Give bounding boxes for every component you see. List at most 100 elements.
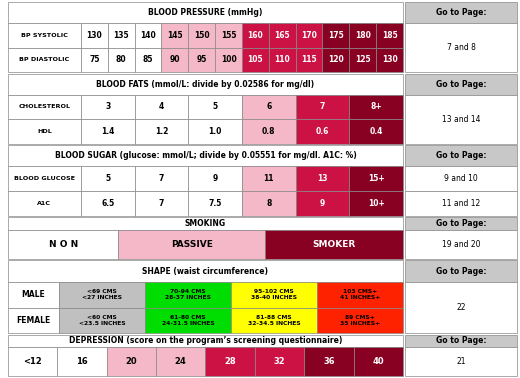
Bar <box>354 347 403 376</box>
Text: 103 CMS+
41 INCHES+: 103 CMS+ 41 INCHES+ <box>340 290 380 300</box>
Bar <box>322 23 349 48</box>
Bar <box>8 217 403 229</box>
Bar <box>145 282 231 308</box>
Text: 11 and 12: 11 and 12 <box>442 199 480 208</box>
Text: 1.4: 1.4 <box>101 127 114 136</box>
Bar <box>81 166 135 191</box>
Text: 0.6: 0.6 <box>316 127 329 136</box>
Bar <box>405 166 517 191</box>
Bar <box>135 94 188 119</box>
Bar <box>8 145 403 166</box>
Text: 9 and 10: 9 and 10 <box>444 174 478 183</box>
Bar <box>135 23 161 48</box>
Bar <box>405 191 517 215</box>
Bar <box>376 48 403 72</box>
Text: BP DIASTOLIC: BP DIASTOLIC <box>19 57 70 62</box>
Bar <box>269 48 296 72</box>
Bar <box>405 94 517 144</box>
Bar <box>161 23 188 48</box>
Text: 24: 24 <box>175 357 187 366</box>
Bar <box>242 23 269 48</box>
Bar <box>296 48 322 72</box>
Text: 75: 75 <box>89 55 100 64</box>
Text: 15+: 15+ <box>368 174 384 183</box>
Bar <box>405 217 517 229</box>
Text: SHAPE (waist circumference): SHAPE (waist circumference) <box>142 266 268 276</box>
Text: 85: 85 <box>143 55 153 64</box>
Bar <box>317 308 403 333</box>
Text: 11: 11 <box>264 174 274 183</box>
Bar <box>135 191 188 215</box>
Text: 130: 130 <box>86 31 102 40</box>
Text: BLOOD FATS (mmol/L: divide by 0.02586 for mg/dl): BLOOD FATS (mmol/L: divide by 0.02586 fo… <box>96 80 315 89</box>
Text: 89 CMS+
35 INCHES+: 89 CMS+ 35 INCHES+ <box>340 315 380 326</box>
Bar <box>231 308 317 333</box>
Text: 7: 7 <box>320 102 325 112</box>
Text: DEPRESSION (score on the program’s screening questionnaire): DEPRESSION (score on the program’s scree… <box>69 336 342 345</box>
Text: 100: 100 <box>220 55 237 64</box>
Text: 13 and 14: 13 and 14 <box>441 115 480 124</box>
Text: 80: 80 <box>116 55 126 64</box>
Bar <box>349 94 403 119</box>
Text: Go to Page:: Go to Page: <box>436 80 486 89</box>
Bar <box>81 191 135 215</box>
Text: Go to Page:: Go to Page: <box>436 151 486 160</box>
Bar <box>8 282 59 308</box>
Bar <box>405 282 517 333</box>
Text: 28: 28 <box>224 357 236 366</box>
Text: 105: 105 <box>248 55 263 64</box>
Text: 9: 9 <box>320 199 325 208</box>
Text: 90: 90 <box>170 55 180 64</box>
Text: 120: 120 <box>328 55 344 64</box>
Text: MALE: MALE <box>22 290 45 299</box>
Bar <box>81 23 108 48</box>
Bar <box>8 229 119 259</box>
Bar <box>59 308 145 333</box>
Bar <box>59 282 145 308</box>
Text: 135: 135 <box>113 31 129 40</box>
Bar <box>135 119 188 144</box>
Bar <box>317 282 403 308</box>
Bar <box>349 119 403 144</box>
Text: 6.5: 6.5 <box>101 199 114 208</box>
Bar <box>269 23 296 48</box>
Bar <box>108 23 135 48</box>
Bar <box>242 119 296 144</box>
Text: 170: 170 <box>301 31 317 40</box>
Bar <box>8 260 403 282</box>
Text: 145: 145 <box>167 31 183 40</box>
Text: SMOKER: SMOKER <box>312 240 356 249</box>
Bar <box>242 191 296 215</box>
Text: 19 and 20: 19 and 20 <box>441 240 480 249</box>
Bar <box>265 229 403 259</box>
Text: 8: 8 <box>266 199 271 208</box>
Text: 95: 95 <box>197 55 207 64</box>
Bar <box>405 260 517 282</box>
Text: 7: 7 <box>159 174 164 183</box>
Text: 22: 22 <box>456 303 466 312</box>
Text: 5: 5 <box>105 174 110 183</box>
Text: 6: 6 <box>266 102 271 112</box>
Bar <box>57 347 107 376</box>
Bar <box>161 48 188 72</box>
Text: 165: 165 <box>275 31 290 40</box>
Bar <box>405 2 517 23</box>
Text: 0.4: 0.4 <box>370 127 383 136</box>
Text: 9: 9 <box>213 174 218 183</box>
Bar <box>8 94 81 119</box>
Bar <box>156 347 205 376</box>
Text: 61-80 CMS
24-31.5 INCHES: 61-80 CMS 24-31.5 INCHES <box>162 315 214 326</box>
Text: BP SYSTOLIC: BP SYSTOLIC <box>21 33 68 38</box>
Bar <box>242 48 269 72</box>
Text: 150: 150 <box>194 31 210 40</box>
Text: 95-102 CMS
38-40 INCHES: 95-102 CMS 38-40 INCHES <box>251 290 297 300</box>
Bar <box>81 119 135 144</box>
Bar <box>405 229 517 259</box>
Bar <box>296 23 322 48</box>
Text: 125: 125 <box>355 55 371 64</box>
Text: 13: 13 <box>317 174 328 183</box>
Bar <box>8 48 81 72</box>
Text: 8+: 8+ <box>370 102 382 112</box>
Bar <box>405 23 517 72</box>
Bar <box>296 119 349 144</box>
